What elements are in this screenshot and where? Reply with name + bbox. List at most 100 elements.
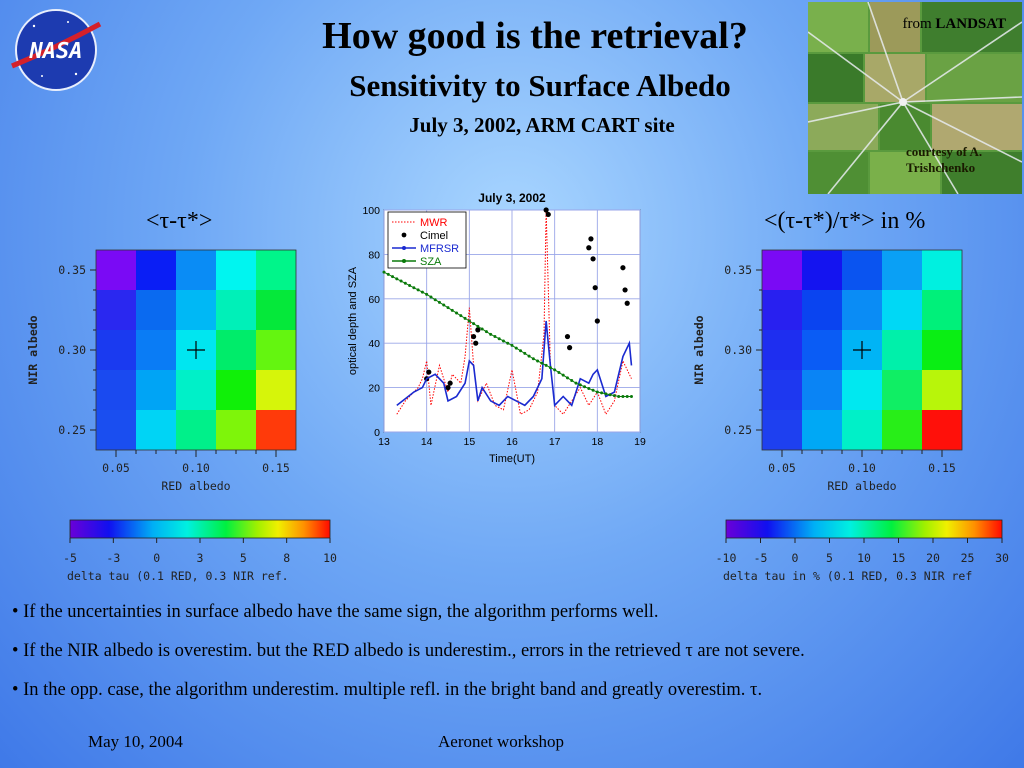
right-map-cell xyxy=(922,330,962,370)
right-map-label: <(τ-τ*)/τ*> in % xyxy=(764,208,926,234)
left-map-ytick-label: 0.35 xyxy=(58,263,86,277)
x-tick-label: 14 xyxy=(421,436,433,448)
left-map-cell xyxy=(136,290,176,330)
left-map-cell xyxy=(256,330,296,370)
bullet-1: • If the uncertainties in surface albedo… xyxy=(12,602,659,622)
series-sza-point xyxy=(595,390,599,394)
series-sza-point xyxy=(565,376,569,380)
series-sza-point xyxy=(455,311,459,315)
y-tick-label: 60 xyxy=(368,294,380,306)
right-colorbar-tick-label: 5 xyxy=(826,551,833,565)
series-cimel-point xyxy=(564,333,571,340)
left-map-cell xyxy=(256,370,296,410)
series-cimel-point xyxy=(624,300,630,306)
series-sza-point xyxy=(501,339,505,343)
series-mwr-line xyxy=(396,209,632,416)
series-cimel-point xyxy=(622,287,628,293)
left-map-cell xyxy=(96,370,136,410)
footer-event: Aeronet workshop xyxy=(438,732,565,751)
series-sza-point xyxy=(510,343,514,347)
left-map-cell xyxy=(176,250,216,290)
series-sza-point xyxy=(403,281,407,285)
left-map-ylabel: NIR albedo xyxy=(26,315,40,384)
series-sza-point xyxy=(570,378,574,382)
right-map-cell xyxy=(802,370,842,410)
y-tick-label: 80 xyxy=(368,249,380,261)
x-tick-label: 13 xyxy=(378,436,390,448)
legend-mfrsr-label: MFRSR xyxy=(420,243,459,255)
series-sza-point xyxy=(544,363,548,367)
series-sza-point xyxy=(476,324,480,328)
left-map-cell xyxy=(96,250,136,290)
left-map-cell xyxy=(96,410,136,450)
x-tick-label: 17 xyxy=(549,436,561,448)
series-sza-point xyxy=(519,349,523,353)
left-map-ytick-label: 0.30 xyxy=(58,343,86,357)
left-map-label: <τ-τ*> xyxy=(146,208,213,234)
date-site: July 3, 2002, ARM CART site xyxy=(409,113,675,137)
left-colorbar-tick-label: 5 xyxy=(240,551,247,565)
left-colorbar-tick-label: 8 xyxy=(283,551,290,565)
chart-legend xyxy=(387,211,467,269)
nasa-logo: NASA xyxy=(6,4,106,94)
landsat-image: from LANDSAT courtesy of A. Trishchenko xyxy=(808,2,1022,194)
y-tick-label: 40 xyxy=(368,338,380,350)
left-colorbar-tick-label: -3 xyxy=(106,551,120,565)
series-sza-point xyxy=(472,322,476,326)
x-tick-label: 18 xyxy=(591,436,603,448)
slide-subtitle: Sensitivity to Surface Albedo xyxy=(349,68,731,103)
series-sza-point xyxy=(600,391,604,395)
x-tick-label: 15 xyxy=(463,436,475,448)
series-sza-point xyxy=(467,319,471,323)
series-sza-point xyxy=(557,371,561,375)
series-sza-point xyxy=(591,388,595,392)
right-map-cell xyxy=(922,290,962,330)
series-cimel-point xyxy=(475,327,481,333)
nasa-logo-text: NASA xyxy=(29,39,83,64)
series-sza-point xyxy=(527,354,531,358)
right-map-cell xyxy=(882,330,922,370)
right-colorbar-tick-label: -10 xyxy=(716,551,737,565)
left-map-cell xyxy=(256,410,296,450)
series-sza-point xyxy=(429,295,433,299)
series-cimel-point xyxy=(473,340,479,346)
series-cimel-point xyxy=(545,211,551,218)
right-colorbar-label: delta tau in % (0.1 RED, 0.3 NIR ref xyxy=(723,569,972,583)
left-map-cell xyxy=(216,290,256,330)
series-sza-point xyxy=(574,381,578,385)
x-axis-label: Time(UT) xyxy=(489,453,535,465)
left-colorbar-tick-label: 3 xyxy=(197,551,204,565)
series-sza-point xyxy=(523,351,527,355)
series-sza-point xyxy=(395,277,399,281)
landsat-courtesy: courtesy of A. Trishchenko xyxy=(906,144,983,175)
right-colorbar-tick-label: -5 xyxy=(754,551,768,565)
right-map-cell xyxy=(922,410,962,450)
right-colorbar-tick-label: 30 xyxy=(995,551,1009,565)
left-colorbar-gradient xyxy=(69,519,331,539)
series-sza-point xyxy=(561,373,565,377)
series-sza-point xyxy=(484,330,488,334)
x-tick-label: 16 xyxy=(506,436,518,448)
right-map-cell xyxy=(882,370,922,410)
left-map-cell xyxy=(136,410,176,450)
series-sza-point xyxy=(386,272,390,276)
right-map-cell xyxy=(762,330,802,370)
series-sza-point xyxy=(382,270,386,274)
series-cimel-point xyxy=(588,236,594,242)
right-colorbar-tick-label: 20 xyxy=(926,551,940,565)
left-map-xtick-label: 0.10 xyxy=(182,461,210,475)
left-map-xtick-label: 0.15 xyxy=(262,461,290,475)
right-map-cell xyxy=(762,370,802,410)
right-map-cell xyxy=(842,410,882,450)
right-map-xtick-label: 0.05 xyxy=(768,461,796,475)
optical-depth-chart: 13 14 15 16 17 18 19 0 20 40 60 80 100 July 3, 2002 Ti… xyxy=(347,191,646,465)
series-sza-point xyxy=(408,283,412,287)
right-map-ylabel: NIR albedo xyxy=(692,315,706,384)
right-colorbar-tick-label: 10 xyxy=(857,551,871,565)
left-map-cell xyxy=(216,250,256,290)
right-map-ytick-label: 0.25 xyxy=(724,423,752,437)
series-sza-point xyxy=(416,288,420,292)
right-map-xtick-label: 0.10 xyxy=(848,461,876,475)
landsat-from-prefix: from xyxy=(902,16,936,32)
landsat-credit: from LANDSAT xyxy=(903,16,1007,33)
